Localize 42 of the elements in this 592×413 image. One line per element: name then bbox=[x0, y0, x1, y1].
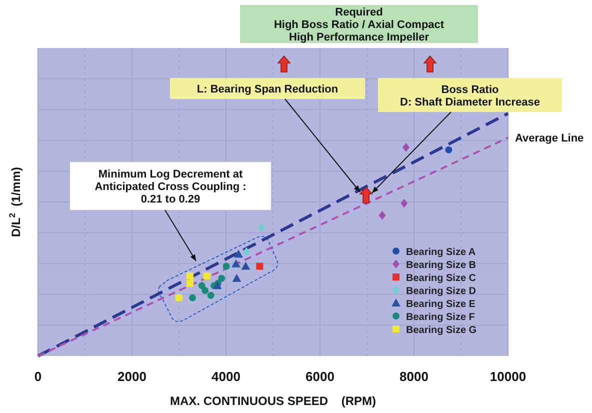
series-label: Average Line bbox=[515, 132, 584, 145]
point bbox=[232, 274, 242, 282]
x-tick-label: 4000 bbox=[212, 369, 240, 384]
x-axis-title: MAX. CONTINUOUS SPEED (RPM) bbox=[170, 394, 376, 408]
point bbox=[445, 146, 452, 154]
x-tick-label: 8000 bbox=[400, 369, 428, 384]
x-tick-label: 2000 bbox=[118, 369, 146, 384]
point bbox=[207, 292, 214, 299]
point bbox=[186, 280, 194, 287]
annotation: Minimum Log Decrement at Anticipated Cross Coupling : 0.21 to 0.29 bbox=[94, 168, 246, 206]
point bbox=[222, 262, 230, 270]
point bbox=[256, 262, 264, 270]
legend-label: Bearing Size E bbox=[406, 299, 476, 310]
legend-label: Bearing Size G bbox=[406, 325, 477, 336]
point bbox=[234, 250, 243, 258]
point bbox=[186, 272, 194, 280]
callout-box: Boss Ratio D: Shaft Diameter Increase bbox=[378, 78, 562, 112]
callout-box: Required High Boss Ratio / Axial Compact High Performance Impeller bbox=[240, 5, 478, 44]
legend-label: Bearing Size A bbox=[406, 247, 476, 258]
point bbox=[203, 272, 210, 280]
legend-label: Bearing Size D bbox=[406, 286, 476, 297]
point bbox=[212, 281, 222, 290]
point bbox=[378, 210, 386, 220]
point bbox=[188, 294, 196, 302]
point bbox=[241, 262, 250, 270]
x-tick-label: 10000 bbox=[490, 369, 526, 384]
point bbox=[232, 259, 241, 268]
point bbox=[258, 222, 265, 232]
point bbox=[175, 294, 182, 302]
callout-box: L: Bearing Span Reduction bbox=[170, 78, 365, 99]
legend-label: Bearing Size C bbox=[406, 273, 476, 284]
callout-box: Minimum Log Decrement at Anticipated Cross Coupling : 0.21 to 0.29 bbox=[70, 162, 271, 210]
legend-label: Bearing Size F bbox=[406, 312, 475, 323]
legend-label: Bearing Size B bbox=[406, 260, 476, 271]
point bbox=[202, 287, 209, 294]
point bbox=[242, 247, 250, 256]
x-tick-label: 6000 bbox=[306, 369, 334, 384]
point bbox=[198, 282, 206, 290]
x-tick-label: 0 bbox=[34, 369, 42, 384]
point bbox=[400, 198, 408, 208]
point bbox=[402, 142, 410, 152]
point bbox=[218, 274, 226, 282]
